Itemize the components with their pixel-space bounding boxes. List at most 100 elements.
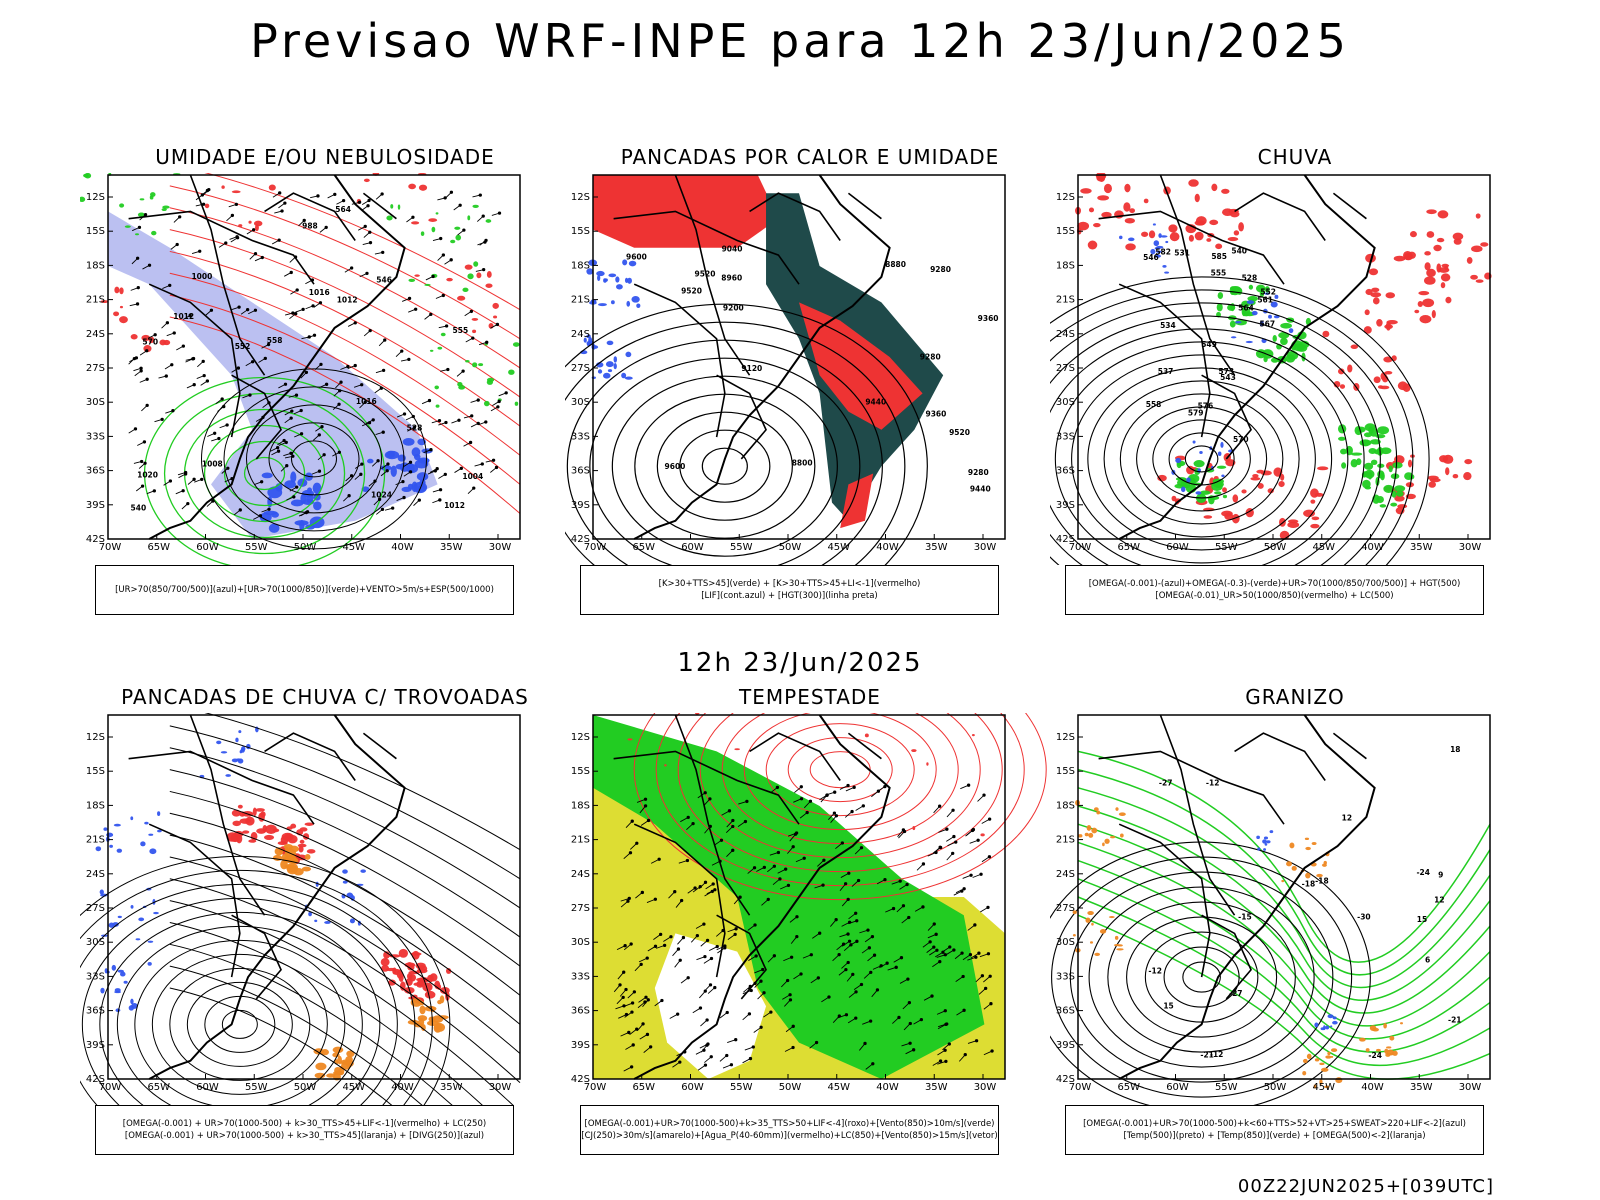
wind-arrowhead xyxy=(494,465,499,470)
wind-arrowhead xyxy=(380,507,385,512)
lat-tick-label: 27S xyxy=(1056,363,1075,374)
wind-arrowhead xyxy=(952,948,956,952)
shade-blob xyxy=(1452,474,1459,479)
shade-blob xyxy=(290,471,297,483)
lat-tick-label: 15S xyxy=(86,766,105,777)
shade-blob xyxy=(1211,183,1218,192)
streamline-vortex xyxy=(80,855,451,1105)
wind-arrowhead xyxy=(145,377,149,381)
shade-blob xyxy=(1229,210,1240,218)
contour-line xyxy=(655,713,1025,887)
panel-title: UMIDADE E/OU NEBULOSIDADE xyxy=(155,145,495,169)
shade-blob xyxy=(225,774,232,777)
shade-blob xyxy=(1419,315,1432,324)
shade-blob xyxy=(1364,309,1370,316)
shade-blob xyxy=(664,764,667,767)
contour-line xyxy=(223,386,405,532)
instability-red-south xyxy=(840,473,874,529)
shade-blob xyxy=(1186,477,1191,483)
wind-arrowhead xyxy=(160,417,164,422)
wind-arrowhead xyxy=(142,440,147,444)
contour-line xyxy=(169,878,521,1084)
wind-arrowhead xyxy=(867,946,872,950)
contour-line xyxy=(1152,419,1251,499)
wind-arrowhead xyxy=(645,956,649,960)
lat-tick-label: 27S xyxy=(571,363,590,374)
panel-title: TEMPESTADE xyxy=(739,685,881,709)
wind-arrowhead xyxy=(708,797,712,801)
contour-line xyxy=(611,375,838,557)
wind-arrowhead xyxy=(869,970,873,974)
wind-arrowhead xyxy=(294,393,299,397)
wind-arrowhead xyxy=(649,1045,653,1049)
contour-line xyxy=(99,911,381,1105)
lon-tick-label: 55W xyxy=(1215,542,1238,553)
shade-blob xyxy=(1306,1053,1312,1060)
wind-arrowhead xyxy=(686,976,690,980)
wind-arrowhead xyxy=(337,450,342,454)
lat-tick-label: 21S xyxy=(86,295,105,306)
wind-arrowhead xyxy=(408,460,413,464)
state-border xyxy=(128,750,315,825)
shade-blob xyxy=(153,911,159,915)
contour-label: 9 xyxy=(1438,870,1443,879)
shade-blob xyxy=(1365,1048,1370,1052)
main-title: Previsao WRF-INPE para 12h 23/Jun/2025 xyxy=(250,14,1350,68)
shade-blob xyxy=(252,807,257,817)
shade-blob xyxy=(608,273,617,278)
wind-arrowhead xyxy=(816,976,820,980)
panel-chuva: CHUVA 585 582 579 576 573 570 567 564 561 558 555 5… xyxy=(1050,145,1540,615)
contour-line xyxy=(169,185,521,340)
shade-blob xyxy=(485,219,492,223)
shade-blob xyxy=(149,192,156,197)
wind-arrowhead xyxy=(276,446,280,450)
shade-blob xyxy=(1269,830,1274,834)
lon-tick-label: 30W xyxy=(489,542,512,553)
shade-blob xyxy=(254,224,259,232)
shade-blob xyxy=(1216,303,1223,312)
shade-blob xyxy=(1417,300,1423,307)
shade-blob xyxy=(1368,426,1374,434)
contour-label: -27 xyxy=(1159,779,1173,788)
shade-blob xyxy=(1193,459,1205,468)
contour-line xyxy=(1050,302,1398,565)
wind-arrowhead xyxy=(458,203,462,207)
rain-green xyxy=(1174,284,1415,508)
contour-label: 8800 xyxy=(792,458,813,467)
shade-blob xyxy=(408,278,416,282)
shade-blob xyxy=(119,316,128,324)
shade-blob xyxy=(422,982,433,992)
shade-blob xyxy=(1333,380,1341,388)
shade-blob xyxy=(1141,231,1149,237)
wind-arrowhead xyxy=(337,402,341,406)
wind-arrowhead xyxy=(181,489,185,493)
wind-arrowhead xyxy=(932,922,936,926)
shade-blob xyxy=(103,827,108,831)
lat-tick-label: 24S xyxy=(1056,869,1075,880)
wind-arrowhead xyxy=(969,873,973,877)
wind-arrowhead xyxy=(181,344,185,348)
shade-blob xyxy=(1396,490,1404,497)
shade-blob xyxy=(597,369,603,374)
lat-tick-label: 15S xyxy=(1056,766,1075,777)
shade-blob xyxy=(596,270,605,277)
shade-blob xyxy=(1389,1035,1395,1041)
shade-blob xyxy=(100,300,109,303)
wind-arrowhead xyxy=(631,1043,635,1047)
wind-arrowhead xyxy=(944,1022,948,1027)
shade-blob xyxy=(268,184,276,191)
wind-arrowhead xyxy=(847,871,851,875)
shade-blob xyxy=(387,979,396,986)
shade-blob xyxy=(304,822,314,826)
shade-blob xyxy=(390,465,397,477)
shade-blob xyxy=(1229,320,1236,328)
shade-blob xyxy=(1390,502,1398,507)
wind-arrowhead xyxy=(702,1048,706,1052)
shade-blob xyxy=(1263,836,1269,840)
contour-label: 549 xyxy=(1201,340,1217,349)
lon-tick-label: 30W xyxy=(1459,1082,1482,1093)
wind-arrowhead xyxy=(834,814,839,818)
shade-blob xyxy=(401,486,412,493)
coastline xyxy=(1118,714,1376,1080)
model-run-stamp: 00Z22JUN2025+[039UTC] xyxy=(1237,1176,1494,1197)
